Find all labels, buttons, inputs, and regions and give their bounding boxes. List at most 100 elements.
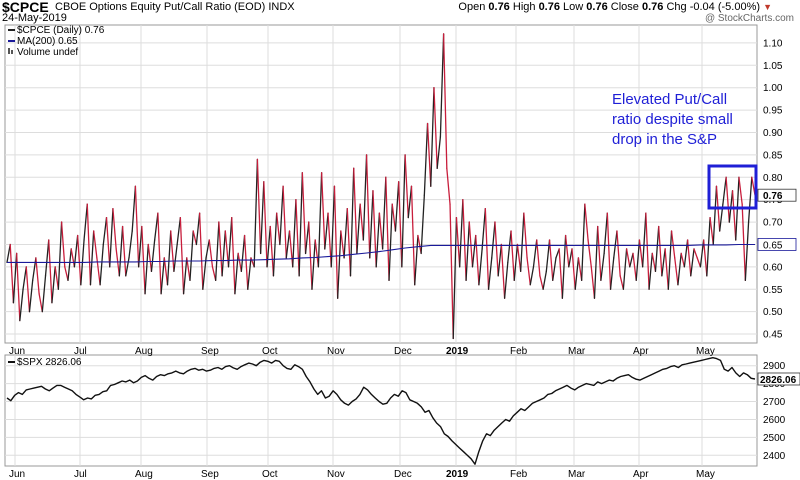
bottom-month-tick-label: Sep	[201, 469, 219, 480]
cpce-line-segment	[218, 221, 223, 277]
cpce-line-segment	[394, 181, 400, 232]
top-month-tick-label: Aug	[135, 346, 153, 357]
cpce-line-segment	[664, 248, 669, 290]
cpce-line-segment	[349, 167, 355, 277]
symbol-label: $CPCE	[2, 0, 49, 15]
cpce-line-segment	[510, 230, 515, 281]
cpce-line-segment	[475, 234, 480, 286]
top-month-tick-label: Jul	[74, 346, 87, 357]
cpce-line-segment	[420, 194, 425, 255]
cpce-line-segment	[215, 221, 220, 281]
cpce-line-segment	[484, 207, 490, 290]
cpce-line-segment	[102, 216, 108, 246]
cpce-line-segment	[426, 122, 432, 187]
top-y-tick-label: 0.70	[763, 218, 783, 229]
top-legend-entry: Volume undef	[17, 47, 78, 58]
top-month-tick-label: May	[696, 346, 715, 357]
cpce-line-segment	[709, 216, 714, 246]
cpce-line-segment	[738, 176, 743, 205]
cpce-line-segment	[516, 243, 522, 272]
cpce-line-segment	[561, 234, 567, 299]
cpce-line-segment	[600, 252, 605, 281]
cpce-line-segment	[64, 266, 69, 281]
cpce-line-segment	[295, 199, 300, 277]
down-arrow-icon: ▼	[763, 2, 772, 12]
cpce-line-segment	[597, 225, 602, 281]
cpce-line-segment	[163, 257, 169, 286]
open-value: 0.76	[488, 1, 510, 13]
bottom-legend-entry: $SPX 2826.06	[17, 357, 82, 368]
cpce-line-segment	[15, 252, 21, 322]
cpce-line-segment	[481, 207, 486, 250]
cpce-line-segment	[430, 87, 435, 187]
cpce-line-segment	[423, 122, 429, 196]
cpce-line-segment	[311, 239, 316, 290]
cpce-line-segment	[590, 266, 596, 299]
spx-last-tag	[757, 372, 800, 386]
cpce-line-segment	[346, 207, 352, 277]
cpce-line-segment	[121, 225, 127, 277]
cpce-line-segment	[712, 185, 718, 246]
cpce-line-segment	[301, 172, 307, 255]
cpce-line-segment	[667, 230, 673, 290]
cpce-line-segment	[6, 243, 11, 264]
high-label: High	[512, 1, 536, 13]
cpce-line-segment	[353, 167, 358, 255]
cpce-line-segment	[128, 230, 133, 259]
quote-summary: Open 0.76 High 0.76 Low 0.76 Close 0.76 …	[458, 1, 772, 13]
cpce-line-segment	[173, 243, 178, 272]
cpce-line-segment	[25, 266, 31, 313]
cpce-line-segment	[12, 252, 18, 304]
change-label: Chg	[666, 1, 687, 13]
cpce-line-segment	[343, 207, 348, 259]
cpce-line-segment	[272, 212, 278, 277]
cpce-line-segment	[645, 212, 650, 290]
bottom-y-tick-label: 2600	[763, 415, 786, 426]
cpce-line-segment	[632, 252, 637, 281]
cpce-line-segment	[381, 176, 387, 250]
bottom-month-tick-label: 2019	[446, 469, 469, 480]
cpce-line-segment	[593, 225, 599, 299]
cpce-line-segment	[722, 176, 727, 205]
cpce-line-segment	[337, 230, 342, 299]
cpce-line-segment	[683, 239, 689, 268]
last-value-label: 0.76	[763, 191, 783, 202]
top-month-tick-label: Jun	[9, 346, 25, 357]
cpce-line-segment	[613, 230, 618, 259]
cpce-line-segment	[247, 257, 252, 290]
cpce-line-segment	[198, 212, 204, 290]
cpce-line-segment	[503, 261, 509, 299]
top-y-tick-label: 0.55	[763, 285, 783, 296]
cpce-line-segment	[609, 257, 615, 290]
cpce-line-segment	[304, 221, 310, 255]
cpce-line-segment	[702, 239, 708, 277]
cpce-line-segment	[231, 216, 236, 295]
cpce-line-segment	[266, 225, 271, 268]
cpce-line-segment	[208, 239, 214, 268]
cpce-line-segment	[439, 33, 445, 138]
cpce-line-segment	[539, 275, 544, 290]
legend-swatch	[8, 48, 10, 54]
cpce-line-segment	[221, 230, 226, 277]
cpce-line-segment	[150, 239, 156, 272]
cpce-line-segment	[577, 257, 583, 281]
cpce-line-segment	[388, 203, 393, 281]
cpce-line-segment	[276, 212, 281, 246]
low-value: 0.76	[586, 1, 608, 13]
cpce-line-segment	[67, 248, 72, 281]
cpce-line-segment	[465, 221, 470, 281]
cpce-line-segment	[513, 243, 519, 281]
cpce-line-segment	[263, 181, 268, 268]
cpce-line-segment	[693, 248, 698, 259]
top-month-tick-label: Nov	[327, 346, 345, 357]
cpce-line-segment	[459, 199, 464, 268]
cpce-line-segment	[385, 176, 390, 281]
top-month-tick-label: Apr	[633, 346, 649, 357]
cpce-line-segment	[256, 158, 262, 255]
cpce-line-segment	[195, 212, 201, 246]
bottom-month-tick-label: Apr	[633, 469, 649, 480]
cpce-line-segment	[279, 185, 284, 246]
cpce-line-segment	[654, 225, 660, 272]
top-y-tick-label: 0.95	[763, 106, 783, 117]
cpce-line-segment	[224, 230, 230, 268]
